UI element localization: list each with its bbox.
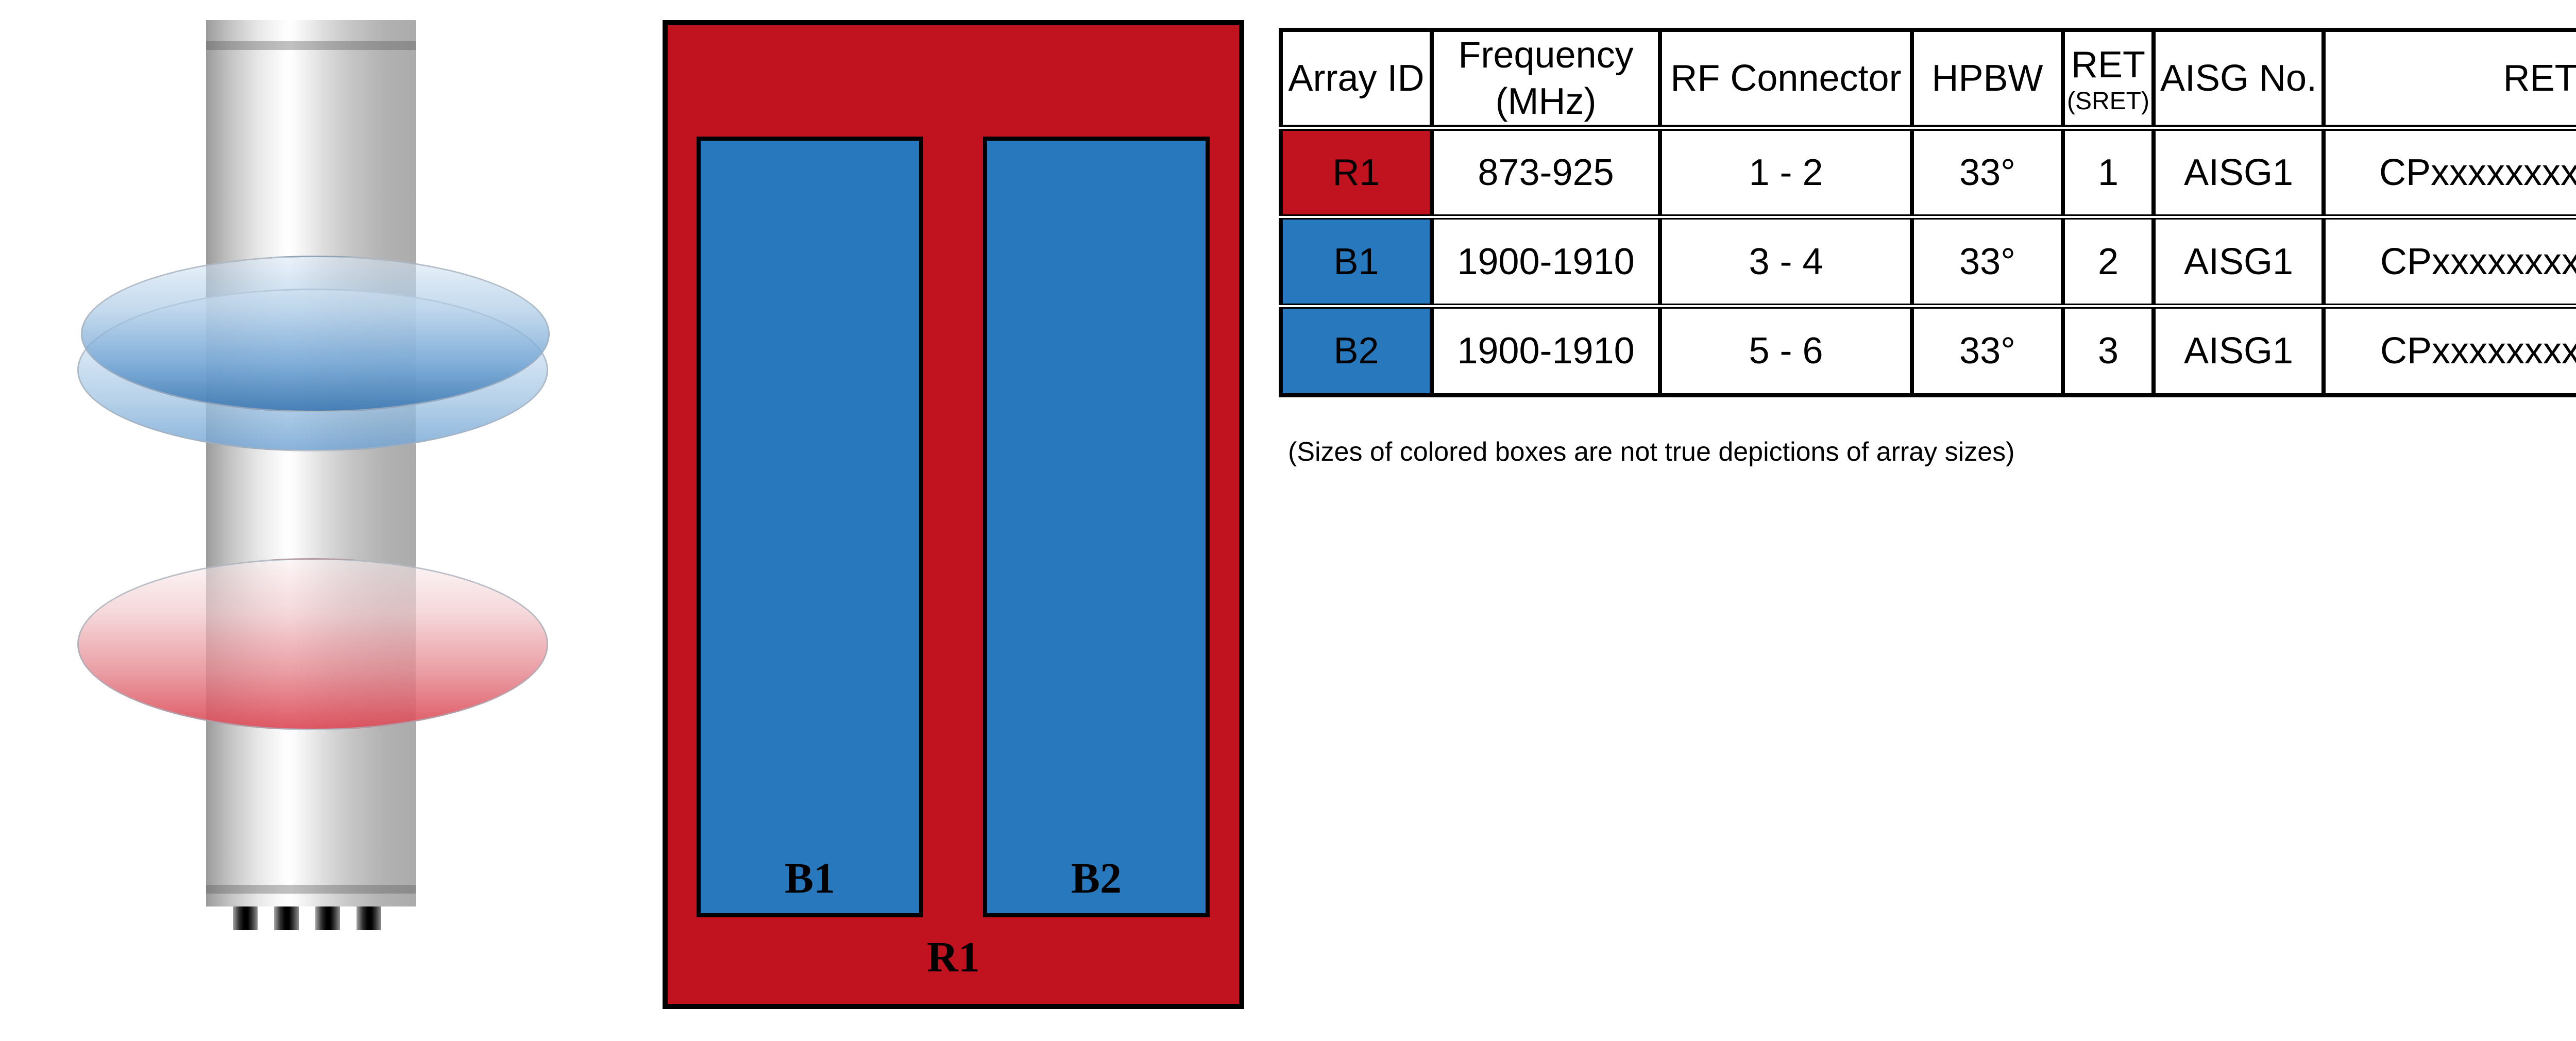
antenna-connector-stub — [357, 906, 381, 930]
col-header-label: Frequency — [1458, 35, 1634, 76]
antenna-bottom-seam — [206, 885, 416, 894]
col-header-ret-uid: RET UID — [2321, 28, 2576, 131]
array-id-cell: B1 — [1279, 214, 1434, 309]
frequency-cell: 1900-1910 — [1430, 214, 1662, 309]
col-header-rf-connector: RF Connector — [1658, 28, 1914, 131]
aisg-no-cell: AISG1 — [2151, 304, 2326, 397]
array-box-b2-label: B2 — [1071, 854, 1122, 902]
antenna-connector-stub — [274, 906, 299, 930]
antenna-connector-stub — [233, 906, 258, 930]
hpbw-cell: 33° — [1910, 304, 2065, 397]
table-row-b1: B1 1900-1910 3 - 4 33° 2 AISG1 CPxxxxxxx… — [1279, 214, 2576, 309]
table-row-r1: R1 873-925 1 - 2 33° 1 AISG1 CPxxxxxxxxx… — [1279, 125, 2576, 220]
col-header-label: RET — [2071, 44, 2145, 86]
col-header-aisg-no: AISG No. — [2151, 28, 2326, 131]
col-header-label: RET UID — [2503, 58, 2576, 99]
red-beam-ellipse — [77, 558, 548, 730]
array-box-b2: B2 — [983, 137, 1210, 917]
col-header-array-id: Array ID — [1279, 28, 1434, 131]
table-row-b2: B2 1900-1910 5 - 6 33° 3 AISG1 CPxxxxxxx… — [1279, 304, 2576, 397]
rf-connector-cell: 1 - 2 — [1658, 125, 1914, 220]
array-layout-diagram: B1 B2 R1 — [663, 20, 1244, 1009]
ret-uid-cell: CPxxxxxxxxxxxxxxxxB1 — [2321, 214, 2576, 309]
col-header-label: Array ID — [1288, 58, 1425, 99]
ret-uid-cell: CPxxxxxxxxxxxxxxxxB2 — [2321, 304, 2576, 397]
array-box-b1-label: B1 — [784, 854, 836, 902]
col-header-sub: (MHz) — [1495, 81, 1597, 122]
col-header-label: AISG No. — [2160, 58, 2317, 99]
frequency-cell: 1900-1910 — [1430, 304, 1662, 397]
ret-cell: 3 — [2061, 304, 2156, 397]
array-spec-table: Array ID Frequency (MHz) RF Connector HP… — [1279, 28, 2576, 397]
antenna-top-seam — [206, 41, 416, 50]
col-header-frequency: Frequency (MHz) — [1430, 28, 1662, 131]
table-header-row: Array ID Frequency (MHz) RF Connector HP… — [1279, 28, 2576, 131]
size-disclaimer-note: (Sizes of colored boxes are not true dep… — [1288, 437, 2015, 467]
col-header-hpbw: HPBW — [1910, 28, 2065, 131]
hpbw-cell: 33° — [1910, 214, 2065, 309]
ret-cell: 2 — [2061, 214, 2156, 309]
col-header-label: HPBW — [1931, 58, 2043, 99]
frequency-cell: 873-925 — [1430, 125, 1662, 220]
aisg-no-cell: AISG1 — [2151, 125, 2326, 220]
antenna-illustration — [0, 0, 577, 1041]
col-header-sub: (SRET) — [2067, 87, 2149, 115]
antenna-connector-stub — [315, 906, 340, 930]
array-id-cell: R1 — [1279, 125, 1434, 220]
col-header-ret: RET (SRET) — [2061, 28, 2156, 131]
array-box-b1: B1 — [697, 137, 923, 917]
rf-connector-cell: 3 - 4 — [1658, 214, 1914, 309]
col-header-label: RF Connector — [1670, 58, 1902, 99]
antenna-cylinder — [206, 20, 416, 906]
hpbw-cell: 33° — [1910, 125, 2065, 220]
array-id-cell: B2 — [1279, 304, 1434, 397]
ret-uid-cell: CPxxxxxxxxxxxxxxxxR1 — [2321, 125, 2576, 220]
aisg-no-cell: AISG1 — [2151, 214, 2326, 309]
array-r1-label: R1 — [927, 933, 980, 981]
rf-connector-cell: 5 - 6 — [1658, 304, 1914, 397]
ret-cell: 1 — [2061, 125, 2156, 220]
blue-beam-ellipse-upper — [81, 256, 550, 412]
